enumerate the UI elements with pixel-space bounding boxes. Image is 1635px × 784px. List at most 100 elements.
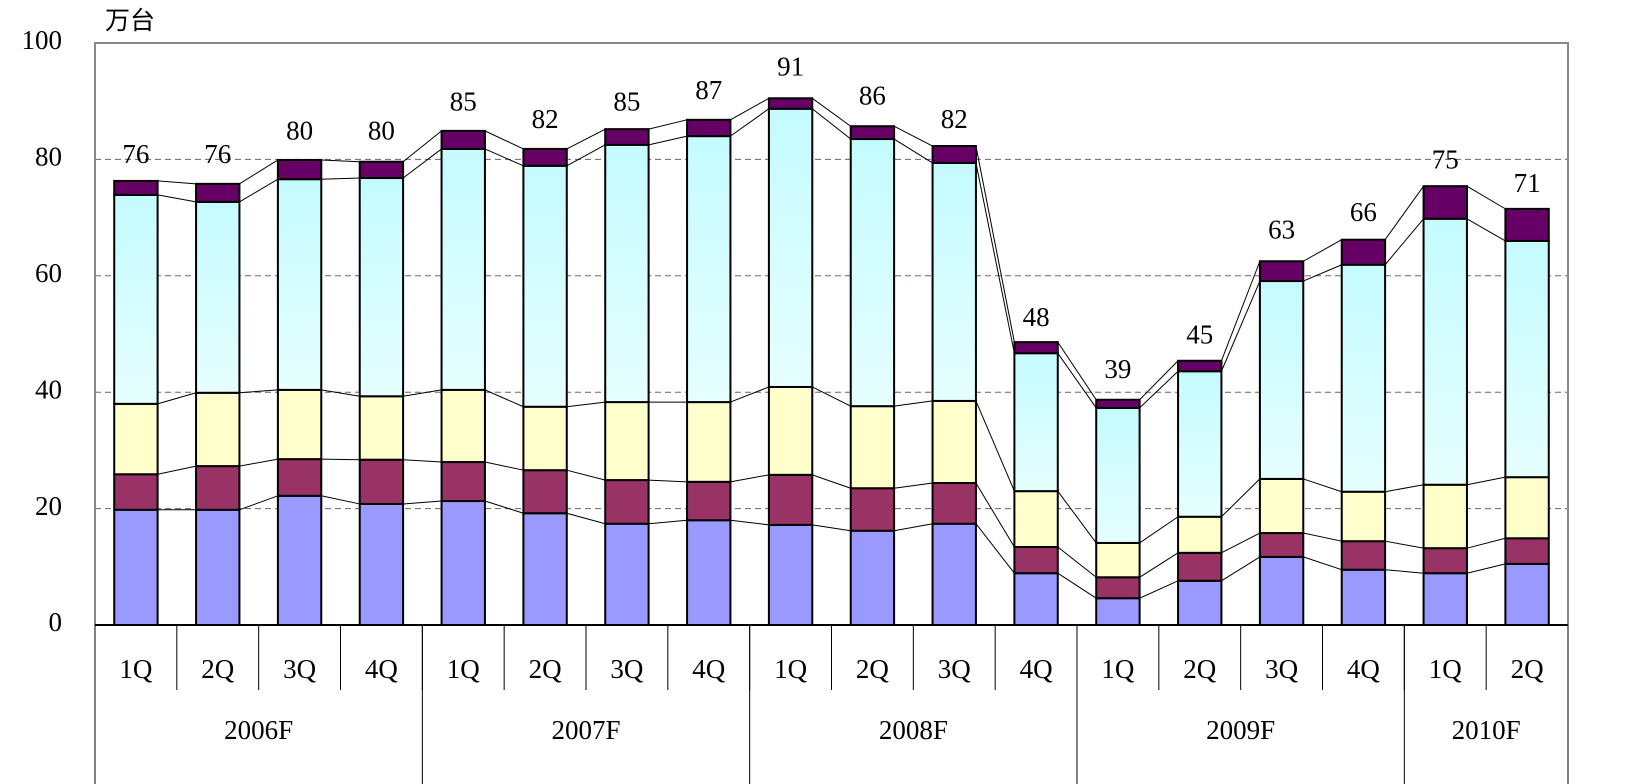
bar-segment [767,107,814,388]
bar-segment [1504,239,1550,479]
series-connector [975,523,1015,574]
x-tick-label: 1Q [1101,654,1135,684]
group-label: 2007F [551,715,620,745]
series-connector [730,97,770,121]
bar-segment [1340,540,1387,571]
y-axis-unit: 万台 [105,6,155,35]
series-connector [1057,352,1097,409]
series-connector [812,474,851,489]
bar-segment [604,128,650,146]
series-connector [239,389,278,394]
series-connector [403,459,442,463]
series-connector [566,401,606,408]
series-connector [566,128,606,150]
series-connector [1466,185,1506,210]
x-tick-label: 4Q [1347,654,1381,684]
bar-segment [767,523,814,626]
bar-segment [1504,537,1550,565]
x-tick-label: 3Q [938,654,972,684]
total-label: 71 [1514,168,1541,198]
x-tick-label: 1Q [119,654,153,684]
x-tick-label: 1Q [1429,654,1463,684]
total-label: 91 [777,52,804,82]
series-connector [1385,569,1424,574]
series-connector [1303,264,1342,282]
series-connector [1057,341,1097,401]
series-connector [157,180,197,185]
series-connector [1466,218,1506,242]
series-connector [566,144,606,167]
bar-segment [440,388,486,464]
series-connector [894,482,933,489]
bar-segment [686,480,732,522]
series-connector [893,138,933,164]
series-connector [1384,218,1424,266]
bar-segment [1095,541,1141,579]
bar-segment [195,391,241,468]
bar-segment [849,529,896,626]
series-connector [484,500,524,514]
total-label: 75 [1432,145,1459,175]
bar-segment [1177,551,1223,582]
bar-segment [1177,359,1223,373]
bar-segment [522,469,568,515]
x-tick-label: 1Q [774,654,808,684]
series-connector [484,461,524,471]
bar-segment [604,479,650,525]
series-connector [484,148,524,167]
series-connector [239,495,279,511]
bar-segment [1340,263,1387,493]
series-connector [1466,476,1506,486]
series-connector [566,512,606,525]
series-connector [1139,552,1179,578]
series-connector [402,148,442,179]
bar-segment [195,508,241,627]
bar-segment [358,502,405,626]
bar-segment [522,164,568,408]
series-connector [1139,516,1179,544]
bar-segment [1340,238,1387,266]
series-connector [1057,546,1097,578]
total-label: 45 [1186,319,1213,349]
bar-segment [1095,398,1141,409]
total-label: 76 [122,139,149,169]
bar-segment [1013,572,1059,627]
series-connector [648,119,688,130]
total-label: 63 [1268,215,1295,245]
series-connector [1384,185,1424,241]
bar-segment [1422,483,1468,550]
series-connector [730,474,769,483]
bar-segment [931,399,977,484]
group-label: 2009F [1206,715,1275,745]
series-connector [1221,556,1261,582]
series-connector [566,469,606,481]
bar-segment [276,458,323,497]
bar-segment [767,473,814,526]
bar-segment [1422,217,1468,486]
bar-segment [604,143,650,404]
series-connector [730,108,770,137]
series-connector [403,389,442,397]
x-tick-label: 3Q [283,654,317,684]
bar-segment [1422,572,1468,627]
bar-segment [1095,576,1141,600]
bar-segment [767,97,814,110]
series-connector [1385,540,1424,549]
series-connector [239,458,278,467]
total-label: 86 [859,81,886,111]
series-connector [321,458,360,461]
bar-segment [440,461,486,503]
x-tick-label: 2Q [1183,654,1217,684]
bar-segment [931,522,977,626]
series-connector [1466,563,1506,574]
series-connector [157,465,197,475]
bar-segment [113,473,159,511]
bar-segment [1422,185,1468,220]
bar-segment [522,405,568,472]
series-connector [975,145,1015,343]
series-connector [1057,490,1097,544]
total-label: 48 [1023,302,1050,332]
bar-segment [522,512,568,626]
x-tick-label: 2Q [1511,654,1545,684]
